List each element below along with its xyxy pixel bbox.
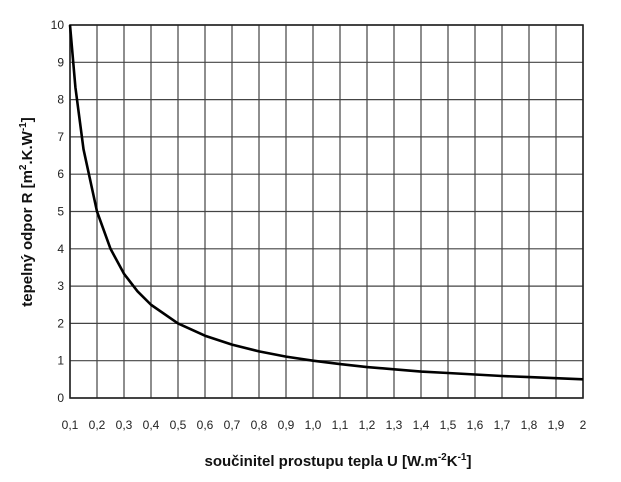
x-tick-label: 1,3 bbox=[386, 418, 403, 432]
x-tick-label: 0,5 bbox=[170, 418, 187, 432]
x-tick-label: 1,1 bbox=[332, 418, 349, 432]
x-tick-label: 1,0 bbox=[305, 418, 322, 432]
y-tick-label: 4 bbox=[57, 242, 64, 256]
x-tick-labels: 0,1 0,2 0,3 0,4 0,5 0,6 0,7 0,8 0,9 1,0 1,1 1,2 1,3 1… bbox=[62, 418, 587, 432]
x-axis-label: součinitel prostupu tepla U [W.m-2K-1] bbox=[205, 452, 472, 470]
y-tick-label: 7 bbox=[57, 130, 64, 144]
x-tick-label: 0,9 bbox=[278, 418, 295, 432]
y-tick-label: 10 bbox=[51, 18, 65, 32]
y-tick-label: 6 bbox=[57, 167, 64, 181]
axes bbox=[69, 24, 584, 399]
plot-frame bbox=[69, 24, 584, 399]
y-axis-label: tepelný odpor R [m2.K.W-1] bbox=[18, 117, 36, 306]
x-tick-label: 1,5 bbox=[440, 418, 457, 432]
x-tick-label: 0,3 bbox=[116, 418, 133, 432]
y-tick-label: 2 bbox=[57, 316, 64, 330]
y-tick-label: 3 bbox=[57, 279, 64, 293]
x-tick-label: 1,2 bbox=[359, 418, 376, 432]
x-tick-label: 0,2 bbox=[89, 418, 106, 432]
x-tick-label: 0,6 bbox=[197, 418, 214, 432]
x-tick-label: 1,9 bbox=[548, 418, 565, 432]
x-tick-label: 2 bbox=[580, 418, 587, 432]
x-tick-label: 1,4 bbox=[413, 418, 430, 432]
y-tick-label: 0 bbox=[57, 391, 64, 405]
x-tick-label: 1,6 bbox=[467, 418, 484, 432]
x-tick-label: 0,7 bbox=[224, 418, 241, 432]
x-tick-label: 0,1 bbox=[62, 418, 79, 432]
y-tick-label: 8 bbox=[57, 93, 64, 107]
x-tick-label: 1,8 bbox=[521, 418, 538, 432]
x-tick-label: 1,7 bbox=[494, 418, 511, 432]
y-tick-label: 1 bbox=[57, 354, 64, 368]
y-tick-label: 5 bbox=[57, 205, 64, 219]
y-tick-labels: 0 1 2 3 4 5 6 7 8 9 10 bbox=[51, 18, 65, 405]
y-tick-label: 9 bbox=[57, 55, 64, 69]
x-tick-label: 0,8 bbox=[251, 418, 268, 432]
x-tick-label: 0,4 bbox=[143, 418, 160, 432]
series-line bbox=[68, 24, 584, 381]
series-group bbox=[68, 24, 584, 381]
grid bbox=[69, 24, 584, 399]
